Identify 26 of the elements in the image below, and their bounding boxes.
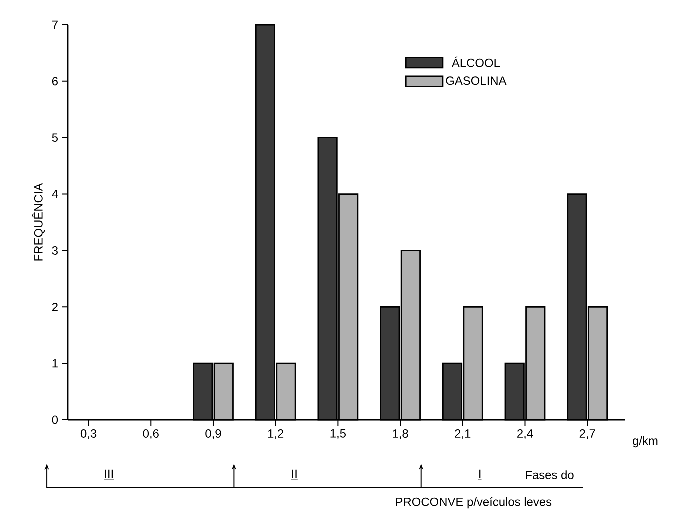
y-tick-label: 3 bbox=[52, 246, 58, 255]
x-tick-label: 0,3 bbox=[80, 430, 97, 440]
text: PROCONVE p/veículos leves bbox=[396, 497, 552, 509]
y-tick-label: 0 bbox=[52, 416, 58, 424]
text: Fases do bbox=[526, 470, 574, 480]
x-tick-label: 1,2 bbox=[268, 430, 284, 440]
x-tick-label: 2,7 bbox=[580, 430, 596, 440]
y-tick-label: 4 bbox=[52, 190, 58, 198]
text: I bbox=[480, 470, 481, 478]
x-tick-label: 1,8 bbox=[393, 430, 408, 440]
y-tick-label: 6 bbox=[52, 77, 58, 86]
x-axis-title: g/km bbox=[633, 436, 658, 448]
x-tick-label: 0,9 bbox=[206, 430, 222, 440]
x-tick-label: 0,6 bbox=[143, 430, 159, 440]
legend-label: GASOLINA bbox=[446, 76, 507, 86]
text: III bbox=[105, 470, 113, 478]
y-axis-title: FREQUÊNCIA bbox=[32, 183, 46, 261]
text: II bbox=[292, 470, 297, 478]
x-tick-label: 2,4 bbox=[518, 430, 534, 440]
y-tick-label: 5 bbox=[52, 134, 58, 142]
legend-label: ÁLCOOL bbox=[452, 56, 500, 68]
y-tick-label: 1 bbox=[52, 359, 58, 368]
y-tick-label: 2 bbox=[52, 302, 58, 312]
x-tick-label: 1,5 bbox=[330, 430, 346, 440]
x-tick-label: 2,1 bbox=[455, 430, 471, 440]
y-tick-label: 7 bbox=[52, 20, 58, 30]
